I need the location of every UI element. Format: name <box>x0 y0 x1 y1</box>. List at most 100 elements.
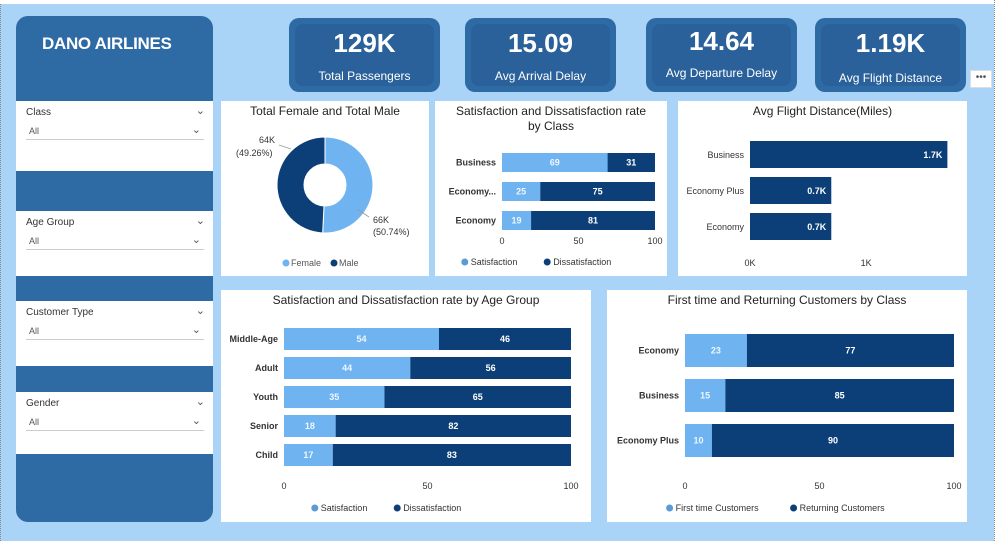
slicer-age-group-title: Age Group <box>26 217 75 228</box>
data-label-satisfaction-youth: 35 <box>329 392 339 402</box>
bar-dissatisfaction-youth <box>384 386 571 408</box>
chart-title: Satisfaction and Dissatisfaction rate by… <box>435 104 667 134</box>
data-label-business: 1.7K <box>923 150 943 160</box>
slicer-gender-title: Gender <box>26 398 60 409</box>
chevron-down-icon[interactable]: ⌄ <box>191 324 201 336</box>
slicer-customer-type-title: Customer Type <box>26 307 94 318</box>
bar-first-time-customers-economy-plus <box>685 424 712 457</box>
bar-first-time-customers-business <box>685 379 726 412</box>
legend-marker-returning-customers <box>790 504 798 512</box>
x-tick-label: 100 <box>647 236 662 246</box>
x-tick-label: 0 <box>682 481 687 491</box>
kpi-label: Avg Flight Distance <box>838 71 943 85</box>
slicer-class-title: Class <box>26 107 52 118</box>
bar-satisfaction-economy <box>502 211 532 230</box>
data-label-satisfaction-adult: 44 <box>342 363 352 373</box>
legend-label-first-time-customers: First time Customers <box>676 503 760 513</box>
chevron-down-icon[interactable]: ⌄ <box>195 105 205 117</box>
x-tick-label: 0 <box>499 236 504 246</box>
x-tick-label: 50 <box>814 481 824 491</box>
gender-donut-chart: 66K (50.74%) 64K (49.26%) Female Male <box>236 135 410 268</box>
bar-returning-customers-business <box>725 379 954 412</box>
bar-dissatisfaction-middle-age <box>438 328 571 350</box>
legend-marker-dissatisfaction <box>543 258 551 266</box>
legend-label-returning-customers: Returning Customers <box>800 503 886 513</box>
bar-dissatisfaction-economy <box>540 182 655 201</box>
data-label-satisfaction-senior: 18 <box>305 421 315 431</box>
x-tick-label: 0 <box>281 481 286 491</box>
chevron-down-icon[interactable]: ⌄ <box>195 215 205 227</box>
bar-satisfaction-middle-age <box>284 328 439 350</box>
data-label-dissatisfaction-adult: 56 <box>486 363 496 373</box>
panel-age-satisfaction: Satisfaction and Dissatisfaction rate by… <box>221 290 591 522</box>
data-label-returning-customers-business: 85 <box>835 391 845 401</box>
category-label-business: Business <box>456 158 496 168</box>
kpi-value: 15.09 <box>507 28 574 58</box>
chevron-down-icon[interactable]: ⌄ <box>191 124 201 136</box>
legend-marker-first-time-customers <box>666 504 674 512</box>
chevron-down-icon[interactable]: ⌄ <box>195 305 205 317</box>
x-tick-label: 0K <box>744 258 755 268</box>
data-label-female-pct: (50.74%) <box>373 227 410 237</box>
chevron-down-icon[interactable]: ⌄ <box>191 234 201 246</box>
customer-type-dropdown[interactable]: All ⌄ <box>26 323 204 340</box>
chevron-down-icon[interactable]: ⌄ <box>191 415 201 427</box>
bar-satisfaction-youth <box>284 386 385 408</box>
data-label-dissatisfaction-economy: 75 <box>593 187 603 197</box>
slicer-class[interactable]: Class ⌄ All ⌄ <box>16 101 213 171</box>
category-label-economy: Economy... <box>449 187 496 197</box>
app-title: DANO AIRLINES <box>42 34 172 53</box>
data-label-economy-plus: 0.7K <box>807 186 827 196</box>
category-label-child: Child <box>256 450 279 460</box>
legend-marker-male <box>330 259 338 267</box>
kpi-value: 129K <box>333 28 396 58</box>
bar-returning-customers-economy <box>746 334 954 367</box>
data-label-dissatisfaction-senior: 82 <box>448 421 458 431</box>
data-label-female-value: 66K <box>373 215 389 225</box>
age-satisfaction-chart: Middle-Age 54 46 Adult 44 56 Youth 35 65 Senior 18… <box>230 328 579 513</box>
category-label-economy-plus: Economy Plus <box>617 436 679 446</box>
legend-label-male: Male <box>339 258 359 268</box>
chart-title-line-1: Satisfaction and Dissatisfaction rate <box>455 104 647 118</box>
kpi-label: Total Passengers <box>318 69 411 83</box>
legend-marker-female <box>282 259 290 267</box>
legend-marker-dissatisfaction <box>393 504 401 512</box>
customer-type-chart: Economy 23 77 Business 15 85 Economy Plus 10 90 0… <box>617 334 962 513</box>
customer-type-dropdown-value: All <box>29 326 40 336</box>
age-group-dropdown[interactable]: All ⌄ <box>26 233 204 250</box>
bar-dissatisfaction-adult <box>410 357 571 379</box>
panel-customer-type: First time and Returning Customers by Cl… <box>607 290 967 522</box>
slicer-gender[interactable]: Gender ⌄ All ⌄ <box>16 392 213 454</box>
kpi-label: Avg Departure Delay <box>665 66 778 80</box>
category-label-senior: Senior <box>250 421 279 431</box>
bar-dissatisfaction-child <box>332 444 571 466</box>
kpi-total-passengers: 129K Total Passengers <box>289 18 440 92</box>
bar-returning-customers-economy-plus <box>711 424 954 457</box>
slicer-age-group[interactable]: Age Group ⌄ All ⌄ <box>16 211 213 276</box>
slicer-customer-type[interactable]: Customer Type ⌄ All ⌄ <box>16 301 213 366</box>
category-label-economy: Economy <box>706 222 744 232</box>
category-label-economy-plus: Economy Plus <box>686 186 744 196</box>
x-tick-label: 100 <box>563 481 578 491</box>
top-strip <box>0 0 1001 4</box>
legend-marker-satisfaction <box>311 504 319 512</box>
gender-dropdown[interactable]: All ⌄ <box>26 414 204 431</box>
data-label-returning-customers-economy-plus: 90 <box>828 436 838 446</box>
category-label-adult: Adult <box>255 363 278 373</box>
chevron-down-icon[interactable]: ⌄ <box>195 396 205 408</box>
pie-slice-female <box>322 136 374 234</box>
data-label-male-pct: (49.26%) <box>236 148 273 158</box>
class-dropdown[interactable]: All ⌄ <box>26 123 204 140</box>
data-label-economy: 0.7K <box>807 222 827 232</box>
data-label-dissatisfaction-youth: 65 <box>473 392 483 402</box>
category-label-business: Business <box>707 150 744 160</box>
data-label-first-time-customers-economy-plus: 10 <box>693 436 703 446</box>
data-label-male-value: 64K <box>259 135 275 145</box>
bar-satisfaction-business <box>502 153 608 172</box>
data-label-dissatisfaction-child: 83 <box>447 450 457 460</box>
ellipsis-icon[interactable]: ••• <box>970 70 992 88</box>
category-label-middle-age: Middle-Age <box>230 334 279 344</box>
gender-dropdown-value: All <box>29 417 40 427</box>
sidebar: DANO AIRLINES Class ⌄ All ⌄ Age Group ⌄ … <box>16 16 213 522</box>
data-label-dissatisfaction-economy: 81 <box>588 216 598 226</box>
